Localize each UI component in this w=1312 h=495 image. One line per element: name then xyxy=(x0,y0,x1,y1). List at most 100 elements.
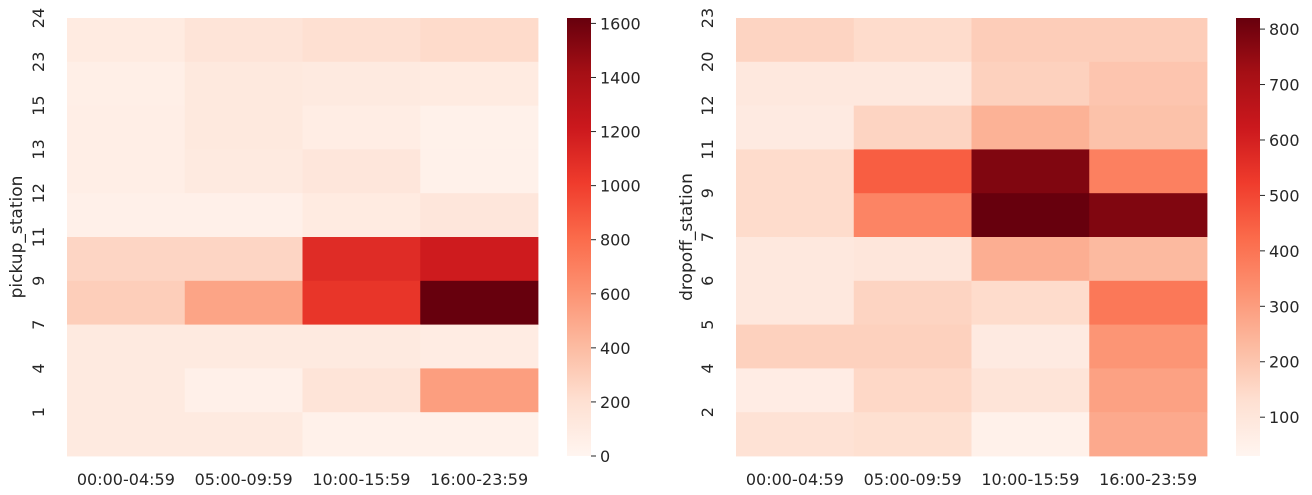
y-tick-label: 9 xyxy=(29,276,48,286)
colorbar xyxy=(567,18,591,456)
y-tick-label: 12 xyxy=(29,183,48,203)
heatmap-cell xyxy=(736,18,855,63)
colorbar-tick-label: 400 xyxy=(600,339,631,358)
heatmap-cell xyxy=(853,324,972,369)
x-tick-label: 05:00-09:59 xyxy=(864,470,962,489)
heatmap-cell xyxy=(971,105,1090,150)
x-tick-label: 00:00-04:59 xyxy=(746,470,844,489)
heatmap-cell xyxy=(302,149,421,194)
y-tick-label: 1 xyxy=(29,407,48,417)
colorbar-tick-label: 1200 xyxy=(600,123,641,142)
heatmap-cell xyxy=(184,18,303,63)
colorbar-tick-label: 1400 xyxy=(600,68,641,87)
heatmap-cell xyxy=(853,105,972,150)
heatmap-cell xyxy=(67,61,186,106)
colorbar-tick-label: 800 xyxy=(1269,20,1300,39)
heatmap-cell xyxy=(736,193,855,238)
heatmap-cell xyxy=(1089,105,1208,150)
heatmap-cell xyxy=(67,280,186,325)
heatmap-cell xyxy=(420,324,539,369)
heatmap-cell xyxy=(302,61,421,106)
heatmap-cell xyxy=(420,280,539,325)
heatmap-cell xyxy=(67,105,186,150)
y-tick-label: 6 xyxy=(698,276,717,286)
y-tick-label: 4 xyxy=(698,363,717,373)
x-tick-label: 10:00-15:59 xyxy=(312,470,410,489)
heatmap-cell xyxy=(736,324,855,369)
heatmap-cell xyxy=(1089,368,1208,413)
heatmap-cell xyxy=(184,324,303,369)
heatmap-cell xyxy=(67,193,186,238)
colorbar-tick-label: 0 xyxy=(600,447,610,466)
heatmap-cell xyxy=(302,193,421,238)
heatmap-cell xyxy=(971,61,1090,106)
heatmap-cell xyxy=(1089,193,1208,238)
heatmap-cell xyxy=(971,280,1090,325)
y-tick-label: 15 xyxy=(29,95,48,115)
heatmap-cell xyxy=(67,324,186,369)
y-tick-label: 4 xyxy=(29,363,48,373)
heatmap-cell xyxy=(853,18,972,63)
heatmap-cell xyxy=(736,368,855,413)
heatmap-cell xyxy=(420,149,539,194)
heatmap-cell xyxy=(1089,61,1208,106)
heatmap-cell xyxy=(184,237,303,282)
heatmap-cell xyxy=(971,237,1090,282)
heatmap-cell xyxy=(971,18,1090,63)
heatmap-cell xyxy=(971,412,1090,457)
heatmap-cell xyxy=(67,412,186,457)
heatmap-cell xyxy=(67,18,186,63)
y-tick-label: 23 xyxy=(29,52,48,72)
y-tick-label: 11 xyxy=(698,139,717,159)
heatmap-cell xyxy=(853,237,972,282)
pickup-heatmap: 24 23 15 13 12 11 9 7 4 1 pickup_station 00:00-04:5… xyxy=(7,8,641,489)
colorbar-tick-label: 700 xyxy=(1269,76,1300,95)
heatmap-cell xyxy=(1089,324,1208,369)
x-tick-label: 16:00-23:59 xyxy=(1099,470,1197,489)
heatmap-cell xyxy=(184,193,303,238)
heatmap-cell xyxy=(67,149,186,194)
colorbar-tick-label: 600 xyxy=(600,285,631,304)
y-tick-label: 23 xyxy=(698,8,717,28)
y-tick-label: 7 xyxy=(29,320,48,330)
heatmap-cell xyxy=(853,61,972,106)
heatmap-cell xyxy=(971,368,1090,413)
colorbar-tick-label: 200 xyxy=(1269,353,1300,372)
heatmap-cell xyxy=(420,105,539,150)
heatmap-cell xyxy=(302,18,421,63)
heatmap-cell xyxy=(853,193,972,238)
heatmap-cell xyxy=(184,280,303,325)
heatmap-cell xyxy=(736,412,855,457)
heatmap-cell xyxy=(302,105,421,150)
heatmap-cell xyxy=(420,18,539,63)
heatmap-cell xyxy=(1089,18,1208,63)
colorbar-tick-label: 200 xyxy=(600,393,631,412)
heatmap-cell xyxy=(184,149,303,194)
y-tick-label: 24 xyxy=(29,8,48,28)
heatmap-cell xyxy=(67,368,186,413)
heatmap-cell xyxy=(420,193,539,238)
x-tick-label: 00:00-04:59 xyxy=(77,470,175,489)
heatmap-cell xyxy=(184,105,303,150)
y-tick-label: 12 xyxy=(698,95,717,115)
heatmap-cell xyxy=(853,368,972,413)
heatmap-cell xyxy=(184,412,303,457)
heatmap-cell xyxy=(420,368,539,413)
heatmap-cell xyxy=(1089,412,1208,457)
colorbar-tick-label: 500 xyxy=(1269,186,1300,205)
heatmap-cell xyxy=(67,237,186,282)
heatmap-cell xyxy=(853,280,972,325)
heatmap-cell xyxy=(736,237,855,282)
heatmap-cell xyxy=(420,237,539,282)
heatmap-cell xyxy=(853,412,972,457)
heatmap-cell xyxy=(736,61,855,106)
colorbar-tick-label: 100 xyxy=(1269,408,1300,427)
y-tick-label: 7 xyxy=(698,232,717,242)
heatmap-cell xyxy=(971,324,1090,369)
heatmap-cell xyxy=(420,412,539,457)
heatmap-cell xyxy=(420,61,539,106)
colorbar-tick-label: 1000 xyxy=(600,177,641,196)
colorbar xyxy=(1236,18,1260,456)
colorbar-tick-label: 800 xyxy=(600,231,631,250)
x-tick-label: 05:00-09:59 xyxy=(195,470,293,489)
